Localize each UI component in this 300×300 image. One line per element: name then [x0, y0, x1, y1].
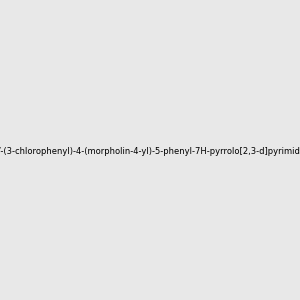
Text: 7-(3-chlorophenyl)-4-(morpholin-4-yl)-5-phenyl-7H-pyrrolo[2,3-d]pyrimidine: 7-(3-chlorophenyl)-4-(morpholin-4-yl)-5-…: [0, 147, 300, 156]
